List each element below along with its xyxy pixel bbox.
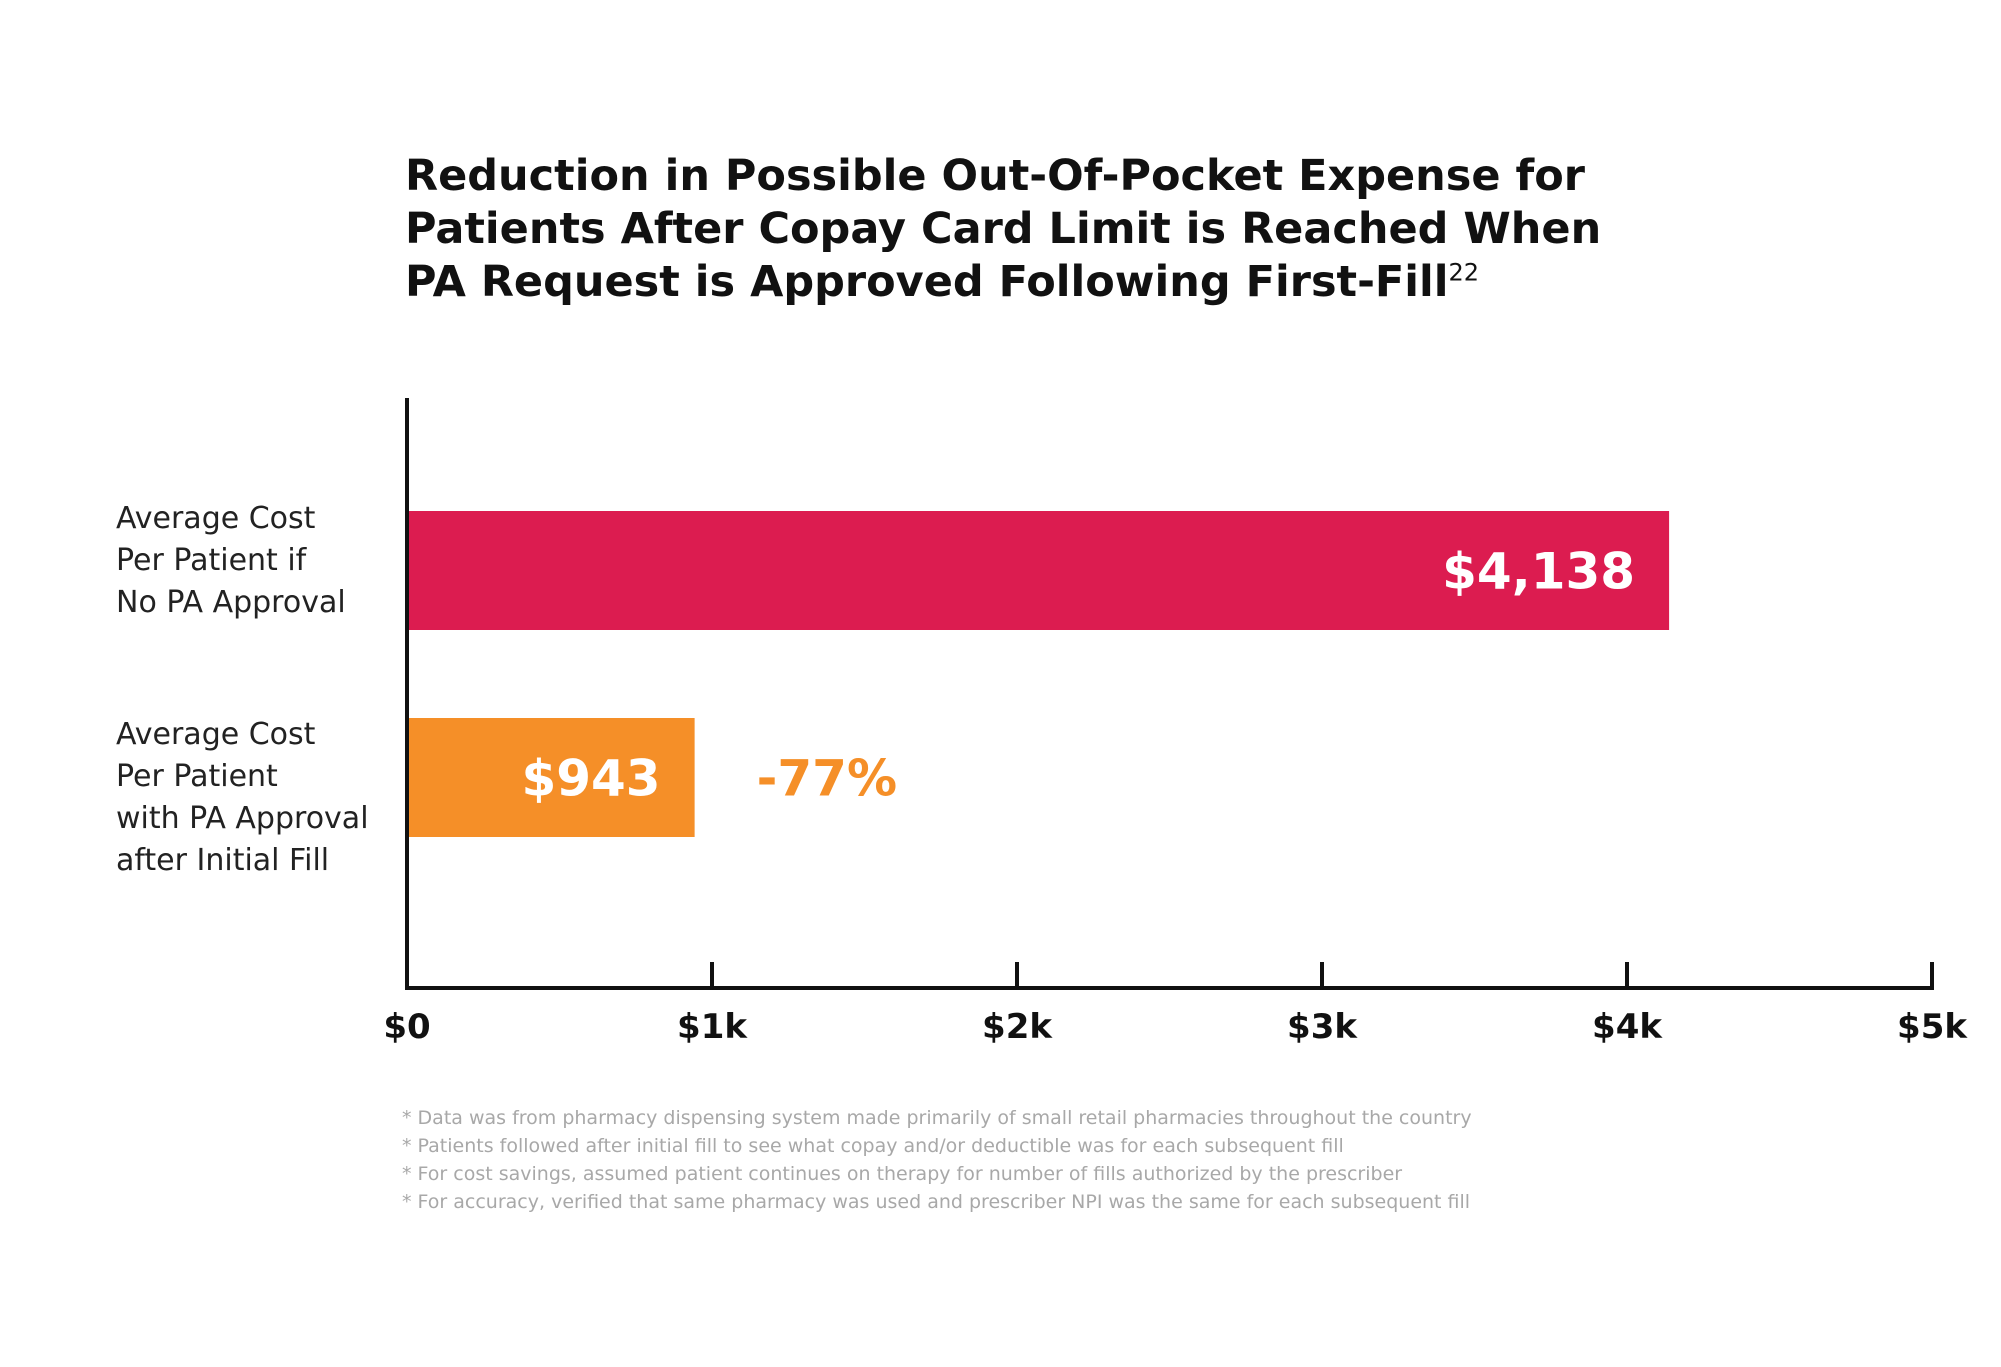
category-label-line: Per Patient if <box>116 543 307 578</box>
category-label-line: Average Cost <box>116 501 316 536</box>
footnote: * Patients followed after initial fill t… <box>402 1135 1344 1157</box>
category-label-line: after Initial Fill <box>116 843 330 878</box>
bar-value-label-1: $943 <box>521 750 660 808</box>
bar-0 <box>407 511 1670 630</box>
chart-title-line: Reduction in Possible Out-Of-Pocket Expe… <box>405 151 1585 201</box>
x-tick-label: $2k <box>982 1007 1053 1047</box>
x-tick-label: $1k <box>677 1007 748 1047</box>
category-label-line: Average Cost <box>116 717 316 752</box>
bars-layer <box>407 511 1670 837</box>
axis-layer: $0 $1k $2k $3k $4k $5k <box>383 398 1968 1047</box>
footnotes: * Data was from pharmacy dispensing syst… <box>402 1104 1902 1216</box>
chart-title-line: PA Request is Approved Following First-F… <box>405 256 1705 309</box>
footnote: * For cost savings, assumed patient cont… <box>402 1163 1403 1185</box>
labels-layer: $4,138 $943 -77% <box>521 543 1635 808</box>
chart-title-line: Patients After Copay Card Limit is Reach… <box>405 204 1602 254</box>
category-label-no-pa-approval: Average Cost Per Patient if No PA Approv… <box>116 498 416 624</box>
x-tick-label: $5k <box>1897 1007 1968 1047</box>
chart-title: Reduction in Possible Out-Of-Pocket Expe… <box>405 150 1705 309</box>
bar-1 <box>407 718 695 837</box>
footnote: * Data was from pharmacy dispensing syst… <box>402 1107 1472 1129</box>
footnote: * For accuracy, verified that same pharm… <box>402 1191 1471 1213</box>
reference-superscript: 22 <box>1448 258 1480 287</box>
category-label-line: Per Patient <box>116 759 278 794</box>
chart-title-line-text: PA Request is Approved Following First-F… <box>405 257 1449 307</box>
category-label-line: No PA Approval <box>116 585 346 620</box>
percent-change-annotation: -77% <box>757 750 897 808</box>
x-tick-label: $0 <box>383 1007 430 1047</box>
x-tick-label: $4k <box>1592 1007 1663 1047</box>
bar-value-label-0: $4,138 <box>1442 543 1635 601</box>
category-label-line: with PA Approval <box>116 801 369 836</box>
category-label-with-pa-approval: Average Cost Per Patient with PA Approva… <box>116 714 416 882</box>
x-tick-label: $3k <box>1287 1007 1358 1047</box>
